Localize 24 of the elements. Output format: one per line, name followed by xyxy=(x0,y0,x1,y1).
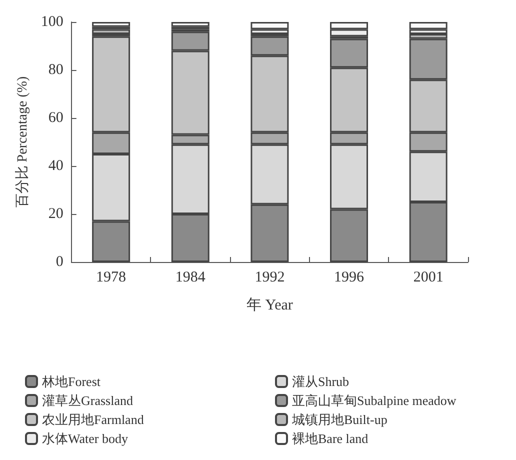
x-axis-title: 年 Year xyxy=(246,296,293,314)
legend-label: 林地Forest xyxy=(41,374,101,389)
y-tick-label: 80 xyxy=(48,62,64,78)
legend-label: 农业用地Farmland xyxy=(42,412,144,427)
bar xyxy=(171,22,210,27)
y-tick-label: 60 xyxy=(48,110,64,126)
legend-label: 灌草丛Grassland xyxy=(42,393,134,408)
x-tick-label: 1996 xyxy=(334,270,365,286)
y-tick-label: 100 xyxy=(40,14,64,30)
x-tick-label: 2001 xyxy=(413,270,444,286)
x-tick-label: 1992 xyxy=(254,270,285,286)
x-tick-label: 1978 xyxy=(96,270,126,286)
legend-label: 亚高山草甸Subalpine meadow xyxy=(292,393,457,408)
bar xyxy=(92,22,130,27)
legend-label: 城镇用地Built-up xyxy=(291,412,388,427)
legend-label: 灌从Shrub xyxy=(292,374,350,389)
bar xyxy=(92,29,130,34)
legend-label: 水体Water body xyxy=(42,431,128,446)
x-tick-label: 1984 xyxy=(175,270,206,286)
y-tick-label: 40 xyxy=(48,158,64,174)
y-axis-title: 百分比 Percentage (%) xyxy=(14,76,30,208)
legend-label: 裸地Bare land xyxy=(292,431,369,446)
y-tick-label: 20 xyxy=(48,206,64,222)
y-tick-label: 0 xyxy=(56,254,64,270)
